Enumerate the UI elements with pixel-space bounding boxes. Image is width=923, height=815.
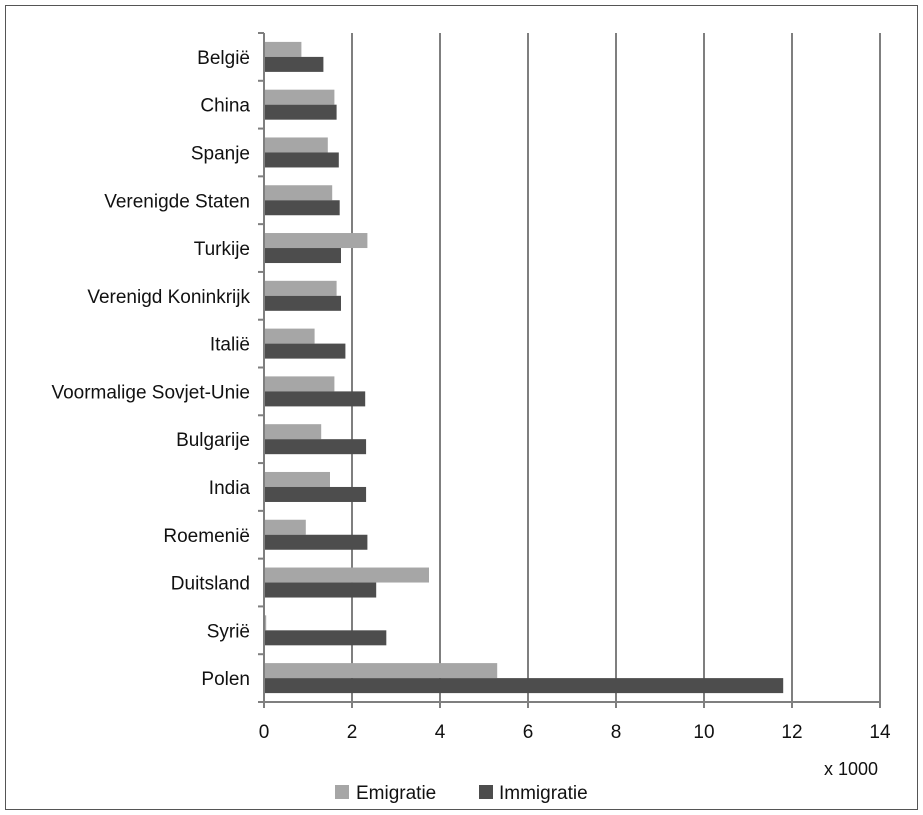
immigratie-bar: [264, 152, 339, 168]
emigratie-bar: [264, 471, 330, 487]
category-label: Polen: [201, 669, 250, 690]
category-label: Italië: [210, 335, 250, 356]
emigratie-bar: [264, 519, 306, 535]
emigratie-bar: [264, 615, 267, 631]
emigratie-legend-label: Emigratie: [356, 783, 436, 804]
x-tick-label: 14: [869, 722, 891, 743]
x-tick-label: 4: [435, 722, 446, 743]
immigratie-legend-swatch: [479, 785, 493, 799]
emigratie-bar: [264, 185, 333, 201]
bars: [264, 41, 784, 694]
category-label: België: [197, 48, 250, 69]
immigratie-bar: [264, 630, 387, 646]
immigratie-bar: [264, 582, 377, 598]
x-tick-label: 10: [693, 722, 714, 743]
emigratie-bar: [264, 137, 328, 153]
tick-labels: 0 2 4 6 8 10 12 14: [259, 722, 891, 743]
emigratie-bar: [264, 376, 335, 392]
immigratie-bar: [264, 200, 340, 216]
category-label: Syrië: [207, 621, 250, 642]
category-label: Spanje: [191, 143, 250, 164]
emigratie-bar: [264, 280, 337, 296]
x-tick-label: 8: [611, 722, 622, 743]
category-label: Bulgarije: [176, 430, 250, 451]
immigratie-bar: [264, 391, 366, 407]
chart-frame: [5, 5, 918, 810]
category-label: China: [200, 96, 250, 117]
immigratie-bar: [264, 534, 368, 550]
emigratie-bar: [264, 567, 429, 583]
immigratie-legend-label: Immigratie: [499, 783, 588, 804]
immigratie-bar: [264, 343, 346, 359]
category-label: Verenigd Koninkrijk: [87, 287, 250, 308]
emigratie-bar: [264, 89, 335, 105]
immigratie-bar: [264, 678, 784, 694]
legend: Emigratie Immigratie: [335, 783, 588, 804]
immigratie-bar: [264, 486, 367, 502]
x-tick-label: 12: [781, 722, 802, 743]
axis-unit-label: x 1000: [824, 759, 878, 779]
category-label: Roemenië: [163, 526, 250, 547]
x-tick-label: 0: [259, 722, 270, 743]
category-label: Turkije: [194, 239, 250, 260]
immigratie-bar: [264, 295, 341, 311]
category-label: Voormalige Sovjet-Unie: [51, 382, 250, 403]
x-tick-label: 2: [347, 722, 358, 743]
emigratie-bar: [264, 233, 368, 249]
emigratie-bar: [264, 424, 322, 440]
emigratie-legend-swatch: [335, 785, 349, 799]
immigratie-bar: [264, 439, 367, 455]
category-label: Verenigde Staten: [104, 191, 250, 212]
emigratie-bar: [264, 663, 498, 679]
immigratie-bar: [264, 56, 324, 72]
immigratie-bar: [264, 248, 341, 264]
gridlines: [351, 33, 881, 702]
immigratie-bar: [264, 104, 337, 120]
axes: [258, 32, 881, 708]
emigratie-bar: [264, 328, 315, 344]
x-tick-label: 6: [523, 722, 534, 743]
category-labels: België China Spanje Verenigde Staten Turkije…: [51, 48, 250, 690]
emigratie-bar: [264, 41, 302, 57]
category-label: India: [209, 478, 251, 499]
category-label: Duitsland: [171, 574, 250, 595]
